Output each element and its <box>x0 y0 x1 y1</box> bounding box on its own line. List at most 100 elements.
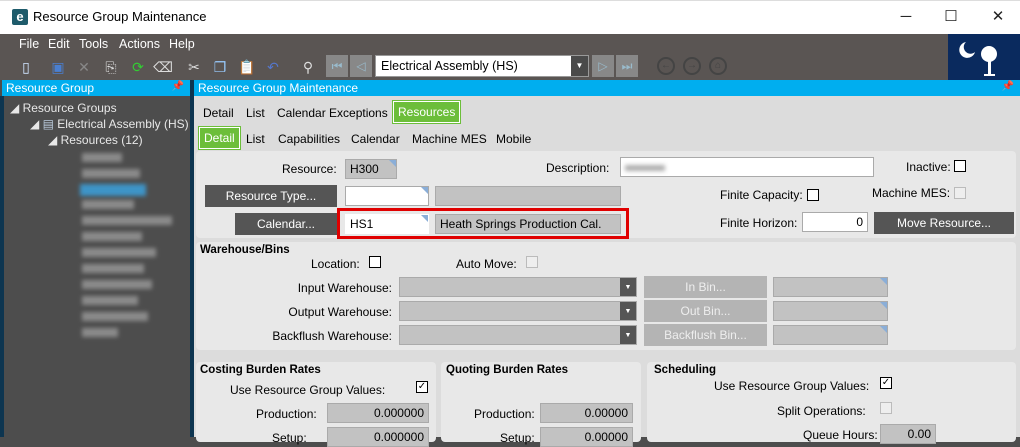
machine-mes-checkbox[interactable] <box>954 187 966 199</box>
close-button[interactable]: ✕ <box>991 8 1005 25</box>
subtab-detail[interactable]: Detail <box>198 126 241 150</box>
home-icon[interactable]: ⌂ <box>709 57 727 75</box>
queue-hours-field[interactable]: 0.00 <box>880 424 936 444</box>
move-resource-button[interactable]: Move Resource... <box>874 212 1014 234</box>
finite-capacity-label: Finite Capacity: <box>720 188 803 202</box>
quoting-production-label: Production: <box>474 407 535 421</box>
save-icon[interactable]: ▣ <box>51 59 65 75</box>
backflush-bin-field[interactable] <box>773 325 888 345</box>
resource-label: Resource: <box>282 162 337 176</box>
pin-icon[interactable]: 📌 <box>171 81 184 92</box>
state-flag-logo <box>948 34 1020 80</box>
in-bin-field[interactable] <box>773 277 888 297</box>
description-field[interactable] <box>620 157 874 177</box>
cut-icon[interactable]: ✂ <box>188 59 200 75</box>
tree-item-selected-blurred[interactable] <box>80 184 146 196</box>
tree-node-group[interactable]: ◢ ▤ Electrical Assembly (HS) <box>30 117 189 131</box>
subtab-list[interactable]: List <box>246 132 265 146</box>
tree-item-blurred[interactable] <box>82 296 138 305</box>
out-bin-button[interactable]: Out Bin... <box>644 300 767 322</box>
tree-item-blurred[interactable] <box>82 248 156 257</box>
new-icon[interactable]: ▯ <box>22 59 30 75</box>
tab-detail[interactable]: Detail <box>203 106 234 120</box>
last-record-button[interactable]: ⏭ <box>616 55 638 77</box>
tab-resources[interactable]: Resources <box>391 100 462 124</box>
input-warehouse-dropdown[interactable]: ▼ <box>399 277 637 297</box>
chevron-down-icon: ▼ <box>620 302 636 320</box>
chevron-down-icon: ▼ <box>620 326 636 344</box>
tree-item-blurred[interactable] <box>82 153 122 162</box>
scheduling-use-group-checkbox[interactable]: ✓ <box>880 377 892 389</box>
menu-actions[interactable]: Actions <box>119 37 160 51</box>
backflush-bin-button[interactable]: Backflush Bin... <box>644 324 767 346</box>
costing-setup-field[interactable]: 0.000000 <box>327 427 429 447</box>
location-checkbox[interactable] <box>369 256 381 268</box>
tree-item-blurred[interactable] <box>82 328 118 337</box>
tree-item-blurred[interactable] <box>82 312 148 321</box>
resource-type-button[interactable]: Resource Type... <box>205 185 337 207</box>
split-operations-checkbox[interactable] <box>880 402 892 414</box>
subtab-mobile[interactable]: Mobile <box>496 132 532 146</box>
costing-setup-label: Setup: <box>272 431 307 445</box>
tab-calendar-exceptions[interactable]: Calendar Exceptions <box>277 106 388 120</box>
clear-icon[interactable]: ⌫ <box>153 59 173 75</box>
pin-icon[interactable]: 📌 <box>1001 81 1014 92</box>
quoting-production-field[interactable]: 0.00000 <box>540 403 633 423</box>
menu-file[interactable]: File <box>19 37 40 51</box>
costing-production-field[interactable]: 0.000000 <box>327 403 429 423</box>
copy-icon[interactable]: ❐ <box>213 59 227 75</box>
sidebar-title: Resource Group <box>6 81 95 95</box>
delete-icon[interactable]: ✕ <box>78 59 90 75</box>
first-record-button[interactable]: ⏮ <box>326 55 348 77</box>
highlight-box <box>337 208 629 239</box>
forward-icon[interactable]: → <box>683 57 701 75</box>
undo-icon[interactable]: ↶ <box>267 59 279 75</box>
menu-tools[interactable]: Tools <box>79 37 109 51</box>
search-icon[interactable]: ⚲ <box>302 59 314 75</box>
back-icon[interactable]: ← <box>657 57 675 75</box>
quoting-setup-field[interactable]: 0.00000 <box>540 427 633 447</box>
tree-node-resources[interactable]: ◢ Resources (12) <box>48 133 143 147</box>
resource-type-field[interactable] <box>345 186 429 206</box>
split-operations-label: Split Operations: <box>777 404 866 418</box>
paste-icon[interactable]: 📋 <box>238 59 256 75</box>
tree-item-blurred[interactable] <box>82 232 142 241</box>
in-bin-button[interactable]: In Bin... <box>644 276 767 298</box>
previous-record-button[interactable]: ◁ <box>350 55 372 77</box>
maximize-button[interactable]: ☐ <box>944 8 958 25</box>
menu-edit[interactable]: Edit <box>48 37 70 51</box>
refresh-icon[interactable]: ⟳ <box>132 59 144 75</box>
auto-move-checkbox[interactable] <box>526 256 538 268</box>
tree-item-blurred[interactable] <box>82 200 134 209</box>
title-bar <box>0 0 1020 34</box>
menu-bar <box>0 34 948 54</box>
tree-item-blurred[interactable] <box>82 280 152 289</box>
out-bin-field[interactable] <box>773 301 888 321</box>
costing-use-group-checkbox[interactable]: ✓ <box>416 381 428 393</box>
finite-horizon-field[interactable]: 0 <box>802 212 868 232</box>
next-record-button[interactable]: ▷ <box>592 55 614 77</box>
calendar-code-field[interactable]: HS1 <box>345 214 429 234</box>
tree-item-blurred[interactable] <box>82 169 140 178</box>
resource-field[interactable]: H300 <box>345 159 397 179</box>
finite-capacity-checkbox[interactable] <box>807 189 819 201</box>
backflush-warehouse-dropdown[interactable]: ▼ <box>399 325 637 345</box>
tree-node-resource-groups[interactable]: ◢ Resource Groups <box>10 101 117 115</box>
output-warehouse-dropdown[interactable]: ▼ <box>399 301 637 321</box>
panel-splitter[interactable] <box>190 80 194 437</box>
subtab-capabilities[interactable]: Capabilities <box>278 132 341 146</box>
chevron-down-icon[interactable]: ▼ <box>571 56 588 76</box>
inactive-checkbox[interactable] <box>954 160 966 172</box>
subtab-machine-mes[interactable]: Machine MES <box>412 132 487 146</box>
tab-list[interactable]: List <box>246 106 265 120</box>
attach-icon[interactable]: ⎘ <box>105 59 117 75</box>
tree-item-blurred[interactable] <box>82 216 172 225</box>
tree-label: Resources (12) <box>60 133 143 147</box>
scheduling-use-group-label: Use Resource Group Values: <box>714 379 870 393</box>
minimize-button[interactable]: ─ <box>900 8 912 25</box>
menu-help[interactable]: Help <box>169 37 195 51</box>
tree-item-blurred[interactable] <box>82 264 144 273</box>
subtab-calendar[interactable]: Calendar <box>351 132 400 146</box>
calendar-button[interactable]: Calendar... <box>235 213 337 235</box>
record-combo[interactable]: Electrical Assembly (HS) ▼ <box>375 55 589 77</box>
